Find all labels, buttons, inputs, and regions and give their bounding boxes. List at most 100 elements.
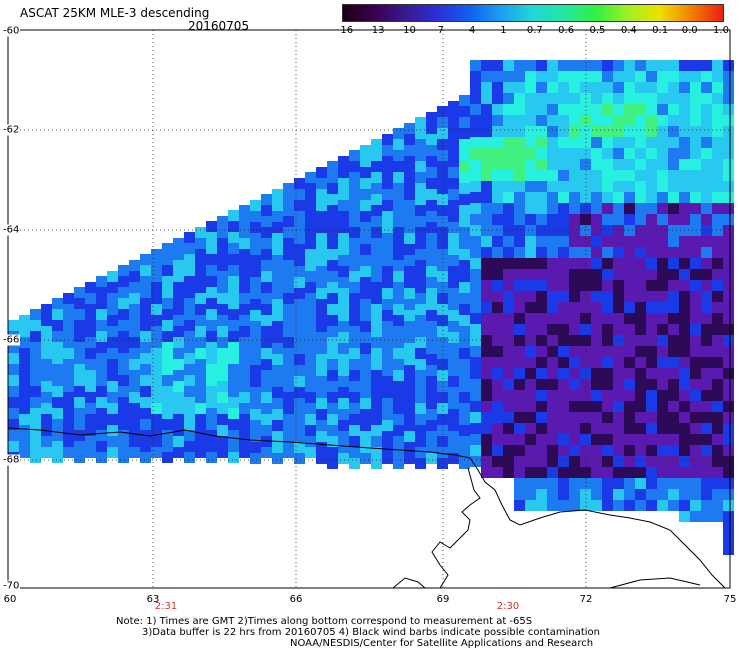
wind-cell	[41, 326, 52, 337]
wind-cell	[712, 181, 723, 192]
wind-cell	[481, 203, 492, 214]
wind-cell	[118, 265, 129, 276]
wind-cell	[305, 359, 316, 370]
wind-cell	[382, 156, 393, 167]
wind-cell	[712, 500, 723, 511]
wind-cell	[349, 161, 360, 172]
wind-cell	[613, 412, 624, 423]
wind-cell	[338, 222, 349, 233]
wind-cell	[679, 203, 690, 214]
wind-cell	[118, 408, 129, 419]
wind-cell	[294, 431, 305, 442]
wind-cell	[415, 392, 426, 403]
wind-cell	[569, 214, 580, 225]
wind-cell	[536, 368, 547, 379]
wind-cell	[305, 436, 316, 447]
wind-cell	[514, 93, 525, 104]
wind-cell	[316, 222, 327, 233]
wind-cell	[525, 192, 536, 203]
wind-cell	[250, 255, 261, 266]
wind-cell	[514, 137, 525, 148]
wind-cell	[635, 203, 646, 214]
wind-cell	[184, 309, 195, 320]
wind-cell	[338, 398, 349, 409]
wind-cell	[514, 500, 525, 511]
wind-cell	[668, 247, 679, 258]
wind-cell	[635, 104, 646, 115]
wind-cell	[591, 357, 602, 368]
wind-cell	[635, 335, 646, 346]
wind-cell	[470, 192, 481, 203]
wind-cell	[437, 425, 448, 436]
wind-cell	[470, 390, 481, 401]
wind-cell	[327, 249, 338, 260]
wind-cell	[393, 392, 404, 403]
wind-cell	[481, 159, 492, 170]
wind-cell	[657, 500, 668, 511]
wind-cell	[503, 313, 514, 324]
wind-cell	[250, 376, 261, 387]
wind-cell	[558, 379, 569, 390]
wind-cell	[514, 335, 525, 346]
wind-cell	[415, 172, 426, 183]
wind-cell	[536, 104, 547, 115]
wind-cell	[173, 425, 184, 436]
wind-cell	[503, 214, 514, 225]
wind-cell	[85, 359, 96, 370]
wind-cell	[118, 397, 129, 408]
wind-cell	[85, 392, 96, 403]
wind-cell	[635, 401, 646, 412]
wind-cell	[327, 161, 338, 172]
wind-cell	[184, 265, 195, 276]
wind-cell	[327, 403, 338, 414]
wind-cell	[624, 269, 635, 280]
wind-cell	[701, 445, 712, 456]
wind-cell	[52, 353, 63, 364]
wind-cell	[470, 181, 481, 192]
wind-cell	[492, 170, 503, 181]
wind-cell	[129, 260, 140, 271]
wind-cell	[404, 134, 415, 145]
wind-cell	[602, 456, 613, 467]
wind-cell	[679, 401, 690, 412]
wind-cell	[525, 60, 536, 71]
wind-cell	[602, 192, 613, 203]
wind-cell	[547, 236, 558, 247]
wind-cell	[613, 302, 624, 313]
wind-cell	[404, 354, 415, 365]
wind-cell	[437, 304, 448, 315]
wind-cell	[195, 293, 206, 304]
wind-cell	[459, 326, 470, 337]
wind-cell	[635, 423, 646, 434]
wind-cell	[624, 203, 635, 214]
wind-cell	[668, 115, 679, 126]
wind-cell	[261, 403, 272, 414]
wind-cell	[602, 445, 613, 456]
wind-cell	[151, 403, 162, 414]
wind-cell	[503, 423, 514, 434]
wind-cell	[481, 71, 492, 82]
wind-cell	[690, 313, 701, 324]
wind-cell	[492, 60, 503, 71]
wind-cell	[261, 337, 272, 348]
wind-cell	[228, 243, 239, 254]
wind-cell	[580, 71, 591, 82]
wind-cell	[316, 365, 327, 376]
wind-cell	[382, 387, 393, 398]
wind-cell	[536, 456, 547, 467]
wind-cell	[470, 313, 481, 324]
wind-cell	[723, 236, 734, 247]
wind-cell	[723, 137, 734, 148]
wind-cell	[415, 337, 426, 348]
wind-cell	[503, 302, 514, 313]
wind-cell	[140, 419, 151, 430]
wind-cell	[470, 203, 481, 214]
wind-cell	[635, 126, 646, 137]
y-label-70: -70	[2, 580, 21, 592]
wind-cell	[536, 346, 547, 357]
wind-cell	[525, 181, 536, 192]
wind-cell	[316, 277, 327, 288]
wind-cell	[107, 370, 118, 381]
wind-cell	[503, 203, 514, 214]
wind-cell	[591, 82, 602, 93]
